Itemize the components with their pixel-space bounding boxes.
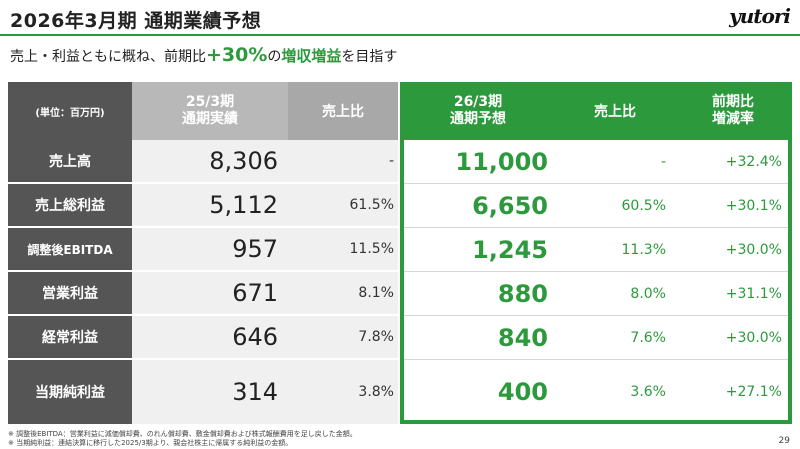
table-row: 売上高 8,306 - 11,000 - +32.4% bbox=[8, 140, 792, 184]
page-subtitle: 売上・利益ともに概ね、前期比+30%の増収増益を目指す bbox=[10, 44, 397, 66]
row-prev-ratio: - bbox=[288, 140, 398, 184]
company-logo: yutori bbox=[729, 4, 791, 28]
row-fcst-value: 840 bbox=[400, 316, 556, 360]
row-yoy: +31.1% bbox=[674, 272, 792, 316]
row-yoy: +32.4% bbox=[674, 140, 792, 184]
header-forecast: 26/3期 通期予想 bbox=[400, 82, 556, 140]
title-divider bbox=[0, 34, 800, 36]
row-prev-value: 671 bbox=[132, 272, 288, 316]
row-fcst-value: 400 bbox=[497, 378, 548, 406]
row-prev-value: 5,112 bbox=[132, 184, 288, 228]
row-prev-value: 8,306 bbox=[132, 140, 288, 184]
table-row: 売上総利益 5,112 61.5% 6,650 60.5% +30.1% bbox=[8, 184, 792, 228]
row-prev-value: 314 bbox=[132, 360, 288, 424]
header-prev-ratio: 売上比 bbox=[288, 82, 398, 140]
forecast-table: (単位：百万円) 25/3期 通期実績 売上比 26/3期 通期予想 売上比 前… bbox=[8, 82, 792, 424]
page-number: 29 bbox=[778, 436, 790, 446]
table-header-row: (単位：百万円) 25/3期 通期実績 売上比 26/3期 通期予想 売上比 前… bbox=[8, 82, 792, 140]
subtitle-no: の bbox=[267, 49, 282, 65]
header-yoy-line1: 前期比 bbox=[712, 94, 754, 110]
row-label: 売上高 bbox=[8, 140, 132, 184]
row-prev-ratio: 3.8% bbox=[288, 360, 398, 424]
row-prev-ratio: 61.5% bbox=[288, 184, 398, 228]
row-fcst-ratio: - bbox=[556, 140, 674, 184]
header-unit: (単位：百万円) bbox=[8, 82, 132, 140]
row-label: 調整後EBITDA bbox=[8, 228, 132, 272]
row-fcst-value: 6,650 bbox=[400, 184, 556, 228]
row-fcst-value: 880 bbox=[400, 272, 556, 316]
header-fcst-line1: 26/3期 bbox=[453, 94, 503, 110]
row-label: 当期純利益 bbox=[8, 360, 132, 424]
row-fcst-ratio: 8.0% bbox=[556, 272, 674, 316]
row-fcst-value: 11,000 bbox=[400, 140, 556, 184]
row-label: 売上総利益 bbox=[8, 184, 132, 228]
header-fcst-ratio: 売上比 bbox=[556, 82, 674, 140]
row-fcst-ratio: 7.6% bbox=[556, 316, 674, 360]
row-label: 営業利益 bbox=[8, 272, 132, 316]
row-yoy: +30.1% bbox=[674, 184, 792, 228]
header-yoy: 前期比 増減率 bbox=[674, 82, 792, 140]
subtitle-suffix: を目指す bbox=[341, 49, 398, 65]
row-yoy: +30.0% bbox=[674, 228, 792, 272]
header-fcst-line2: 通期予想 bbox=[450, 111, 506, 127]
row-prev-ratio: 11.5% bbox=[288, 228, 398, 272]
row-label: 経常利益 bbox=[8, 316, 132, 360]
row-prev-value: 957 bbox=[132, 228, 288, 272]
header-prev-line2: 通期実績 bbox=[182, 111, 238, 127]
table-row: 経常利益 646 7.8% 840 7.6% +30.0% bbox=[8, 316, 792, 360]
row-yoy: +30.0% bbox=[674, 316, 792, 360]
table-row: 当期純利益 314 3.8% 400 3.6% +27.1% bbox=[8, 360, 792, 424]
row-fcst-ratio: 3.6% bbox=[630, 384, 666, 400]
row-fcst-ratio: 60.5% bbox=[556, 184, 674, 228]
row-yoy: +27.1% bbox=[725, 384, 782, 400]
page-title: 2026年3月期 通期業績予想 bbox=[10, 10, 262, 32]
row-prev-ratio: 8.1% bbox=[288, 272, 398, 316]
footnotes: ※ 調整後EBITDA：営業利益に減価償却費、のれん償却費、敷金償却費および株式… bbox=[8, 430, 357, 448]
subtitle-highlight2: 増収増益 bbox=[281, 47, 342, 65]
row-fcst-value: 1,245 bbox=[400, 228, 556, 272]
row-prev-ratio: 7.8% bbox=[288, 316, 398, 360]
subtitle-highlight: +30% bbox=[206, 44, 268, 66]
table-row: 営業利益 671 8.1% 880 8.0% +31.1% bbox=[8, 272, 792, 316]
header-prev-actual: 25/3期 通期実績 bbox=[132, 82, 288, 140]
table-row: 調整後EBITDA 957 11.5% 1,245 11.3% +30.0% bbox=[8, 228, 792, 272]
subtitle-prefix: 売上・利益ともに概ね、前期比 bbox=[10, 49, 206, 65]
footnote: ※ 調整後EBITDA：営業利益に減価償却費、のれん償却費、敷金償却費および株式… bbox=[8, 430, 357, 438]
row-prev-value: 646 bbox=[132, 316, 288, 360]
header-yoy-line2: 増減率 bbox=[712, 111, 754, 127]
header-prev-line1: 25/3期 bbox=[185, 94, 235, 110]
footnote: ※ 当期純利益：連結決算に移行した2025/3期より、親会社株主に帰属する純利益… bbox=[8, 439, 293, 447]
row-fcst-ratio: 11.3% bbox=[556, 228, 674, 272]
